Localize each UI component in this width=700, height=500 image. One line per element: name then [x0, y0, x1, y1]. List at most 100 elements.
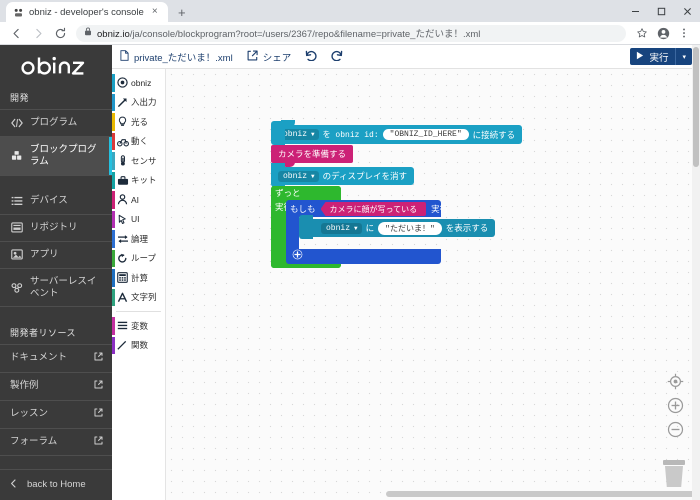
center-target-icon[interactable] — [667, 373, 684, 390]
code-icon — [10, 118, 23, 128]
obniz-logo[interactable] — [0, 45, 112, 85]
undo-button[interactable] — [305, 50, 317, 64]
toolbox-category-sensor[interactable]: センサ — [112, 151, 165, 171]
sidebar-spacer — [0, 176, 112, 189]
toolbox-category-logic[interactable]: 論理 — [112, 229, 165, 249]
block-display-clear-label: のディスプレイを消す — [322, 171, 408, 181]
lightbulb-icon — [116, 116, 129, 127]
close-window-button[interactable] — [674, 0, 700, 22]
sidebar-item-blockprogram[interactable]: ブロックプログラム — [0, 136, 112, 176]
toolbox-category-ai-label: AI — [131, 194, 140, 205]
sidebar-item-document[interactable]: ドキュメント — [0, 345, 112, 373]
minimize-button[interactable] — [622, 0, 648, 22]
back-arrow-icon[interactable] — [6, 23, 26, 43]
run-dropdown-caret-icon[interactable]: ▾ — [682, 53, 686, 61]
back-to-home-button[interactable]: back to Home — [0, 468, 112, 500]
blockly-canvas[interactable]: obniz ▼ を obniz id: "OBNIZ_ID_HERE" に接続す… — [166, 69, 700, 500]
external-link-icon — [94, 380, 104, 393]
ai-person-icon — [116, 194, 129, 205]
forward-arrow-icon[interactable] — [28, 23, 48, 43]
sidebar-item-serverless-event[interactable]: サーバーレスイベント — [0, 269, 112, 308]
block-display-print-body[interactable]: obniz ▼ に "ただいま！" を表示する — [299, 219, 496, 237]
editor-toolbar: private_ただいま！.xml シェア — [112, 45, 700, 69]
sidebar-spacer-2 — [0, 307, 112, 320]
toolbox-category-functions[interactable]: 関数 — [112, 336, 165, 356]
chevron-down-icon: ▼ — [311, 131, 315, 138]
run-button[interactable]: 実行 ▾ — [630, 48, 692, 65]
block-display-print[interactable]: obniz ▼ に "ただいま！" を表示する — [299, 219, 496, 237]
sidebar-item-repository[interactable]: リポジトリ — [0, 215, 112, 242]
toolbox-category-loop[interactable]: ループ — [112, 249, 165, 269]
sidebar-item-examples[interactable]: 製作例 — [0, 373, 112, 401]
profile-avatar-icon[interactable] — [653, 23, 673, 43]
blocks-icon — [10, 150, 23, 161]
page-scrollbar-thumb[interactable] — [693, 47, 699, 167]
run-button-main[interactable]: 実行 — [630, 50, 675, 64]
tab-strip: obniz - developer's console × + — [0, 0, 192, 22]
block-camera-prepare-body[interactable]: カメラを準備する — [271, 145, 354, 163]
block-obniz-connect-body[interactable]: obniz ▼ を obniz id: "OBNIZ_ID_HERE" に接続す… — [271, 125, 523, 144]
three-dot-menu-icon[interactable] — [674, 23, 694, 43]
zoom-in-icon[interactable] — [667, 397, 684, 414]
block-obniz-id-field[interactable]: "OBNIZ_ID_HERE" — [382, 129, 469, 140]
toolbox-category-obniz[interactable]: obniz — [112, 73, 165, 93]
share-button[interactable]: シェア — [247, 50, 291, 64]
gear-plus-icon[interactable] — [292, 249, 303, 260]
block-forever-loop-header[interactable] — [271, 186, 341, 203]
address-bar[interactable]: obniz.io/ja/console/blockprogram?root=/u… — [76, 24, 626, 42]
calculator-icon — [116, 272, 129, 284]
toolbox-category-move[interactable]: 動く — [112, 132, 165, 152]
toolbox-category-light[interactable]: 光る — [112, 112, 165, 132]
toolbox-category-kit[interactable]: キット — [112, 171, 165, 191]
toolbox-category-text[interactable]: 文字列 — [112, 288, 165, 308]
block-display-print-field[interactable]: "ただいま！" — [378, 221, 442, 235]
page-scrollbar[interactable] — [692, 45, 700, 500]
workspace-zoom-controls — [667, 373, 684, 438]
redo-button[interactable] — [331, 50, 343, 64]
toolbox-category-ai[interactable]: AI — [112, 190, 165, 210]
function-icon — [116, 340, 129, 351]
bookmark-star-icon[interactable] — [632, 23, 652, 43]
sidebar-item-serverless-event-label: サーバーレスイベント — [30, 275, 97, 299]
share-icon — [247, 50, 258, 64]
dropdown-value: obniz — [326, 223, 351, 233]
editor-main: private_ただいま！.xml シェア — [112, 45, 700, 500]
canvas-horizontal-scrollbar[interactable] — [386, 491, 696, 497]
block-if-then-header[interactable]: もしも カメラに顔が写っている 実行 — [290, 202, 448, 216]
sidebar-item-forum[interactable]: フォーラム — [0, 429, 112, 457]
block-obniz-connect-text-2: に接続する — [472, 129, 516, 140]
block-obniz-connect[interactable]: obniz ▼ を obniz id: "OBNIZ_ID_HERE" に接続す… — [271, 120, 523, 144]
new-tab-button[interactable]: + — [178, 4, 186, 20]
block-display-clear-body[interactable]: obniz ▼ のディスプレイを消す — [271, 167, 415, 185]
sensor-icon — [116, 155, 129, 166]
toolbox-category-variables[interactable]: 変数 — [112, 316, 165, 336]
reload-icon[interactable] — [50, 23, 70, 43]
block-display-clear[interactable]: obniz ▼ のディスプレイを消す — [271, 167, 415, 185]
sidebar-item-devices[interactable]: デバイス — [0, 188, 112, 215]
trash-can-icon[interactable] — [661, 458, 687, 488]
block-display-clear-dropdown[interactable]: obniz ▼ — [278, 170, 319, 182]
maximize-button[interactable] — [648, 0, 674, 22]
sidebar-item-lessons[interactable]: レッスン — [0, 401, 112, 429]
sidebar-item-apps[interactable]: アプリ — [0, 242, 112, 269]
kit-icon — [116, 175, 129, 186]
block-obniz-connect-dropdown[interactable]: obniz ▼ — [278, 129, 319, 140]
toolbox-category-ui[interactable]: UI — [112, 210, 165, 230]
window-controls — [622, 0, 700, 22]
toolbox-category-io[interactable]: 入出力 — [112, 93, 165, 113]
browser-tab[interactable]: obniz - developer's console × — [6, 2, 168, 22]
tab-close-icon[interactable]: × — [151, 6, 158, 17]
toolbox-category-variables-label: 変数 — [131, 320, 149, 331]
block-camera-prepare[interactable]: カメラを準備する — [271, 145, 354, 167]
sidebar-item-forum-label: フォーラム — [10, 436, 58, 448]
block-display-print-dropdown[interactable]: obniz ▼ — [321, 222, 362, 234]
sidebar-item-program[interactable]: プログラム — [0, 110, 112, 137]
block-camera-face-condition[interactable]: カメラに顔が写っている — [320, 202, 427, 216]
io-plug-icon — [116, 97, 129, 108]
block-forever-loop-label-wrap: ずっと — [275, 187, 301, 199]
zoom-out-icon[interactable] — [667, 421, 684, 438]
filename-display[interactable]: private_ただいま！.xml — [120, 49, 233, 64]
toolbox-category-math[interactable]: 計算 — [112, 268, 165, 288]
obniz-circle-icon — [116, 77, 129, 88]
